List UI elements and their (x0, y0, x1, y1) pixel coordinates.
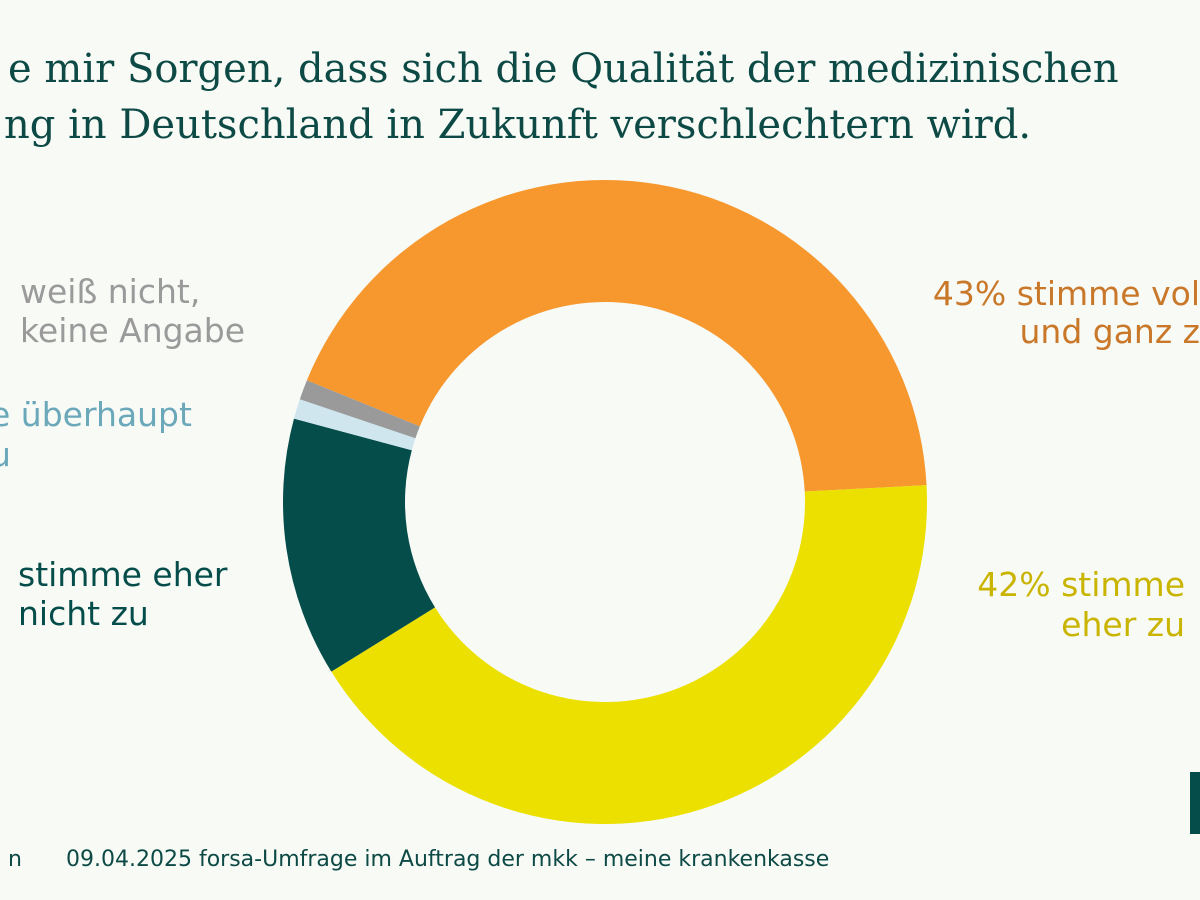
segment-label: 42% stimme (977, 565, 1185, 604)
donut-segment (331, 485, 927, 824)
footer-text: n (8, 847, 22, 872)
chart-title: e mir Sorgen, dass sich die Qualität der… (8, 46, 1119, 92)
logo (1190, 772, 1200, 834)
donut-segment (306, 179, 927, 492)
segment-label: e überhaupt (0, 395, 192, 434)
segment-label: stimme eher (18, 555, 228, 594)
segment-label: und ganz z (1020, 312, 1200, 351)
donut-segment (299, 380, 420, 439)
segment-label: nicht zu (18, 594, 149, 633)
segment-label: weiß nicht, (20, 272, 200, 311)
chart-title: ng in Deutschland in Zukunft verschlecht… (4, 102, 1031, 148)
donut-segment (293, 399, 416, 451)
segment-label: eher zu (1061, 605, 1185, 644)
segment-label: u (0, 435, 11, 474)
segment-label: 43% stimme vol (933, 274, 1200, 313)
segment-label: keine Angabe (20, 311, 245, 350)
footer-text: 09.04.2025 forsa-Umfrage im Auftrag der … (66, 847, 829, 872)
donut-segment (283, 418, 436, 672)
